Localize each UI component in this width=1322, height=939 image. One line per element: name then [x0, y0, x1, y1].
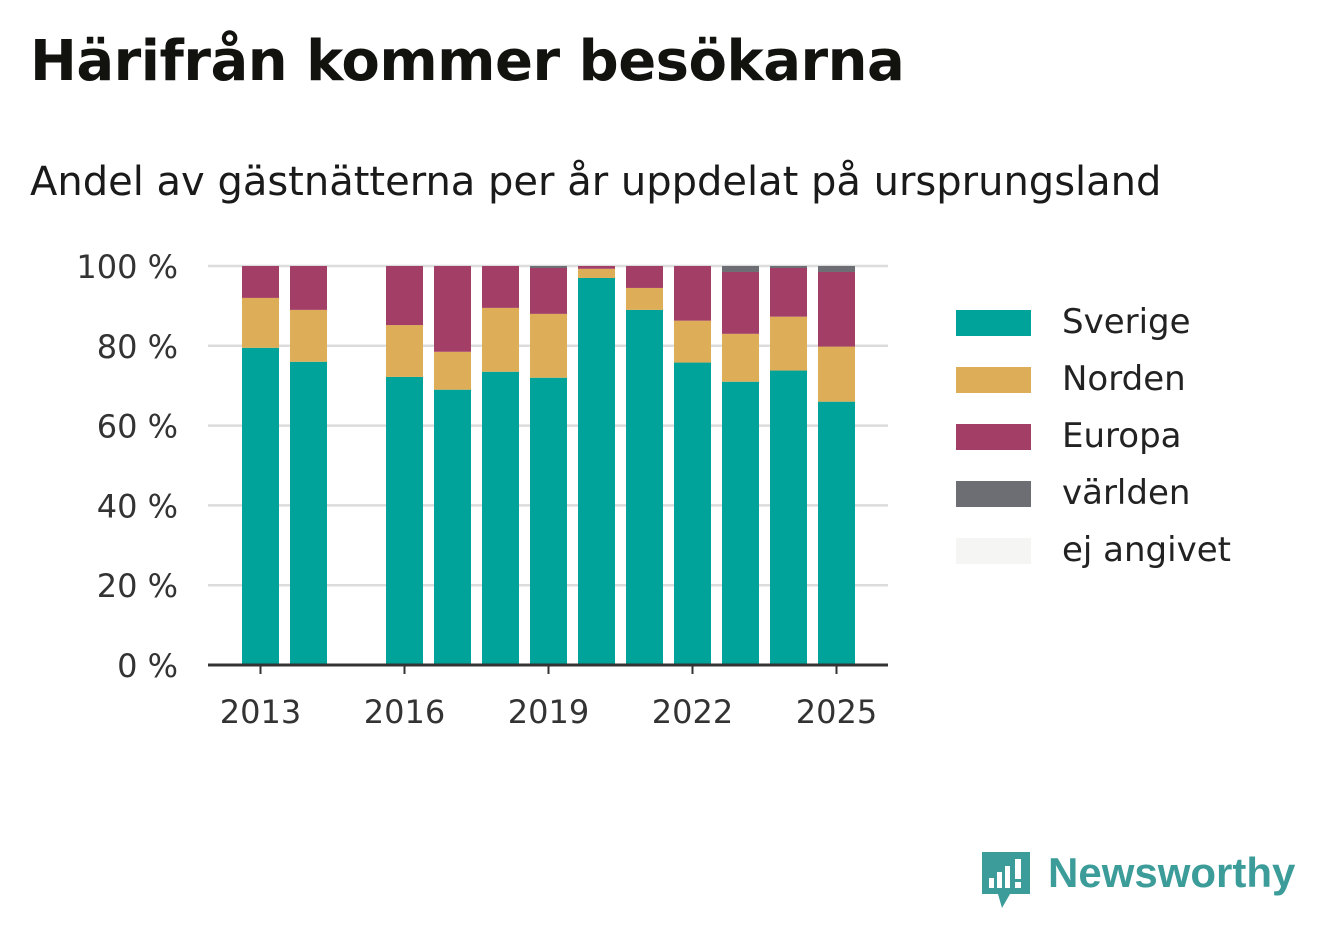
bar-segment: [434, 389, 471, 665]
bar-segment: [770, 370, 807, 665]
legend-label: ej angivet: [1062, 530, 1231, 570]
bars: [242, 266, 855, 665]
legend-swatch: [956, 367, 1031, 393]
bar-segment: [818, 346, 855, 402]
x-tick-label: 2019: [508, 693, 589, 731]
chart-title: Härifrån kommer besökarna: [30, 29, 905, 94]
bar-segment: [626, 309, 663, 665]
legend-label: världen: [1062, 473, 1191, 513]
bar-segment: [578, 266, 615, 269]
bar-segment: [770, 267, 807, 317]
legend-label: Norden: [1062, 359, 1186, 399]
bar-segment: [386, 376, 423, 665]
bar-segment: [482, 307, 519, 372]
y-tick-label: 100 %: [76, 248, 178, 286]
y-tick-label: 0 %: [117, 647, 178, 685]
bar-segment: [482, 266, 519, 308]
bar-segment: [386, 325, 423, 377]
bar-segment: [530, 377, 567, 665]
x-tick-label: 2016: [364, 693, 445, 731]
bar-segment: [530, 267, 567, 314]
x-tick-label: 2022: [652, 693, 733, 731]
y-tick-label: 20 %: [97, 567, 178, 605]
bar-segment: [722, 266, 759, 272]
brand-name: Newsworthy: [1048, 849, 1296, 896]
legend-label: Europa: [1062, 416, 1182, 456]
bar-segment: [578, 268, 615, 278]
bar-segment: [722, 271, 759, 334]
bar-segment: [818, 401, 855, 665]
bar-segment: [290, 361, 327, 665]
bar-segment: [242, 347, 279, 665]
legend-swatch: [956, 310, 1031, 336]
bar-segment: [578, 277, 615, 665]
legend-swatch: [956, 481, 1031, 507]
bar-segment: [722, 381, 759, 665]
bar-segment: [770, 266, 807, 268]
bar-segment: [386, 266, 423, 326]
bar-segment: [482, 371, 519, 665]
bar-segment: [242, 297, 279, 348]
bar-segment: [674, 266, 711, 321]
bar-segment: [530, 266, 567, 268]
legend-swatch: [956, 424, 1031, 450]
axes: 0 % 20 % 40 % 60 % 80 % 100 % 2013 2016 2019 2022…: [76, 248, 888, 731]
bar-segment: [770, 316, 807, 371]
newsworthy-logo-icon: [982, 852, 1030, 908]
y-tick-label: 60 %: [97, 408, 178, 446]
bar-segment: [818, 271, 855, 347]
legend-swatch: [956, 538, 1031, 564]
bar-segment: [626, 266, 663, 288]
bar-segment: [674, 320, 711, 363]
bar-segment: [818, 266, 855, 272]
x-tick-label: 2013: [220, 693, 301, 731]
bar-segment: [434, 266, 471, 352]
bar-segment: [626, 287, 663, 310]
bar-segment: [674, 362, 711, 665]
bar-segment: [530, 313, 567, 378]
bar-segment: [722, 333, 759, 382]
chart-subtitle: Andel av gästnätterna per år uppdelat på…: [30, 159, 1162, 205]
bar-segment: [290, 309, 327, 362]
bar-segment: [434, 351, 471, 390]
x-tick-label: 2025: [796, 693, 877, 731]
bar-segment: [290, 266, 327, 310]
y-tick-label: 40 %: [97, 487, 178, 525]
legend-label: Sverige: [1062, 302, 1191, 342]
y-tick-label: 80 %: [97, 328, 178, 366]
bar-segment: [242, 266, 279, 298]
